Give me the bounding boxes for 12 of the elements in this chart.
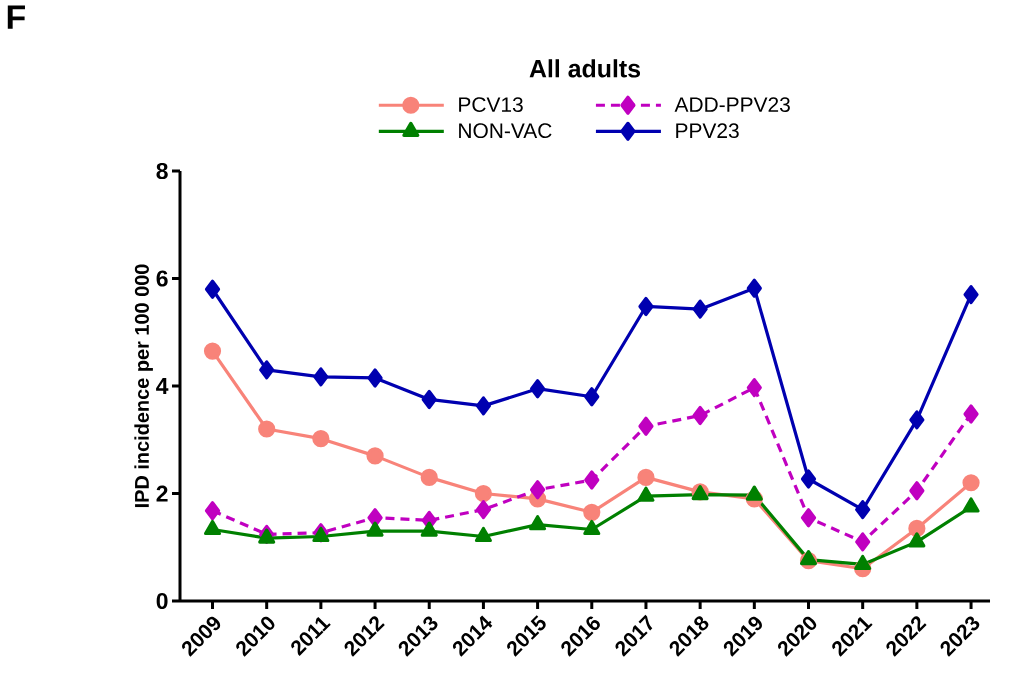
y-axis-title: IPD incidence per 100 000 bbox=[134, 264, 153, 508]
legend-label: PCV13 bbox=[459, 97, 523, 112]
y-tick-label: 8 bbox=[156, 162, 168, 180]
y-tick-label: 0 bbox=[156, 592, 168, 610]
y-tick-label: 2 bbox=[156, 485, 168, 502]
chart-title: All adults bbox=[529, 59, 641, 78]
legend-label: NON-VAC bbox=[459, 123, 552, 139]
y-tick-label: 4 bbox=[156, 378, 169, 394]
legend-label: PPV23 bbox=[676, 123, 739, 139]
text: F bbox=[7, 5, 25, 29]
legend-label: ADD-PPV23 bbox=[674, 97, 790, 112]
y-tick-label: 6 bbox=[156, 270, 168, 287]
